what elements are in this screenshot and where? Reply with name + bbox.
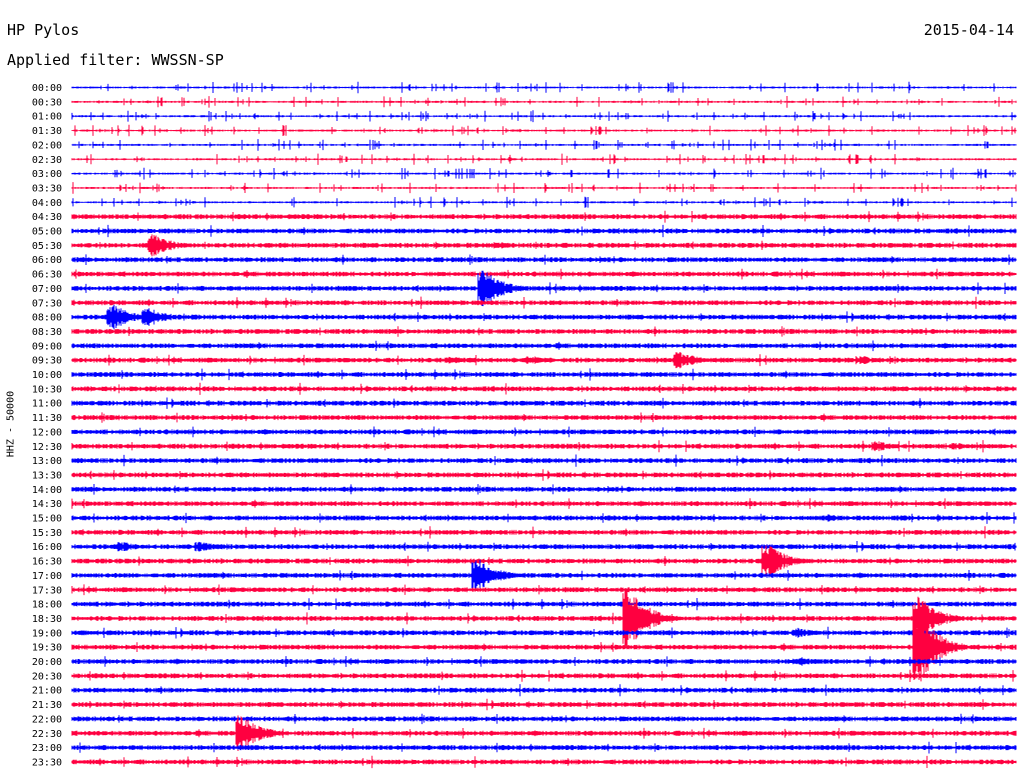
time-label-0100: 01:00 — [32, 112, 62, 123]
time-label-1800: 18:00 — [32, 600, 62, 611]
time-label-1200: 12:00 — [32, 427, 62, 438]
time-label-1400: 14:00 — [32, 485, 62, 496]
date-label: 2015-04-14 — [923, 21, 1014, 39]
time-label-0530: 05:30 — [32, 241, 62, 252]
seismogram-traces — [71, 81, 1017, 769]
trace-row-0330 — [71, 182, 1017, 194]
time-label-1530: 15:30 — [32, 528, 62, 539]
trace-row-0300 — [71, 167, 1017, 180]
time-label-2030: 20:30 — [32, 671, 62, 682]
time-label-0830: 08:30 — [32, 327, 62, 338]
time-label-2230: 22:30 — [32, 729, 62, 740]
time-label-2100: 21:00 — [32, 686, 62, 697]
time-label-2330: 23:30 — [32, 757, 62, 768]
time-label-0630: 06:30 — [32, 270, 62, 281]
trace-row-0230 — [71, 153, 1017, 165]
time-label-0900: 09:00 — [32, 341, 62, 352]
time-label-0330: 03:30 — [32, 183, 62, 194]
time-label-1330: 13:30 — [32, 470, 62, 481]
time-label-0230: 02:30 — [32, 155, 62, 166]
trace-row-0100 — [71, 110, 1017, 123]
time-label-1000: 10:00 — [32, 370, 62, 381]
time-label-0500: 05:00 — [32, 227, 62, 238]
trace-row-0130 — [71, 124, 1017, 137]
time-label-1700: 17:00 — [32, 571, 62, 582]
time-label-0930: 09:30 — [32, 356, 62, 367]
station-title: HP Pylos — [7, 21, 80, 39]
time-label-0030: 00:30 — [32, 97, 62, 108]
time-label-1300: 13:00 — [32, 456, 62, 467]
time-label-1630: 16:30 — [32, 557, 62, 568]
time-labels: 00:00 00:30 01:00 01:30 02:00 02:30 03:00 03:30… — [32, 83, 62, 768]
time-label-0430: 04:30 — [32, 212, 62, 223]
time-label-0600: 06:00 — [32, 255, 62, 266]
time-label-1430: 14:30 — [32, 499, 62, 510]
time-label-0400: 04:00 — [32, 198, 62, 209]
time-label-0700: 07:00 — [32, 284, 62, 295]
time-label-2130: 21:30 — [32, 700, 62, 711]
time-label-1030: 10:30 — [32, 384, 62, 395]
time-label-0300: 03:00 — [32, 169, 62, 180]
time-label-1600: 16:00 — [32, 542, 62, 553]
trace-row-0400 — [71, 196, 1017, 208]
time-label-2200: 22:00 — [32, 714, 62, 725]
time-label-0800: 08:00 — [32, 313, 62, 324]
trace-row-0030 — [71, 96, 1017, 108]
time-label-1100: 11:00 — [32, 399, 62, 410]
time-label-1900: 19:00 — [32, 628, 62, 639]
time-label-0000: 00:00 — [32, 83, 62, 94]
filter-label: Applied filter: WWSSN-SP — [7, 51, 224, 69]
trace-row-0200 — [71, 139, 1017, 151]
time-label-1730: 17:30 — [32, 585, 62, 596]
trace-row-0000 — [71, 81, 1017, 94]
time-label-0730: 07:30 — [32, 298, 62, 309]
time-label-1130: 11:30 — [32, 413, 62, 424]
time-label-0200: 02:00 — [32, 140, 62, 151]
time-label-2000: 20:00 — [32, 657, 62, 668]
time-label-1930: 19:30 — [32, 643, 62, 654]
time-label-1830: 18:30 — [32, 614, 62, 625]
time-label-1230: 12:30 — [32, 442, 62, 453]
time-label-1500: 15:00 — [32, 514, 62, 525]
time-label-0130: 01:30 — [32, 126, 62, 137]
time-label-2300: 23:00 — [32, 743, 62, 754]
